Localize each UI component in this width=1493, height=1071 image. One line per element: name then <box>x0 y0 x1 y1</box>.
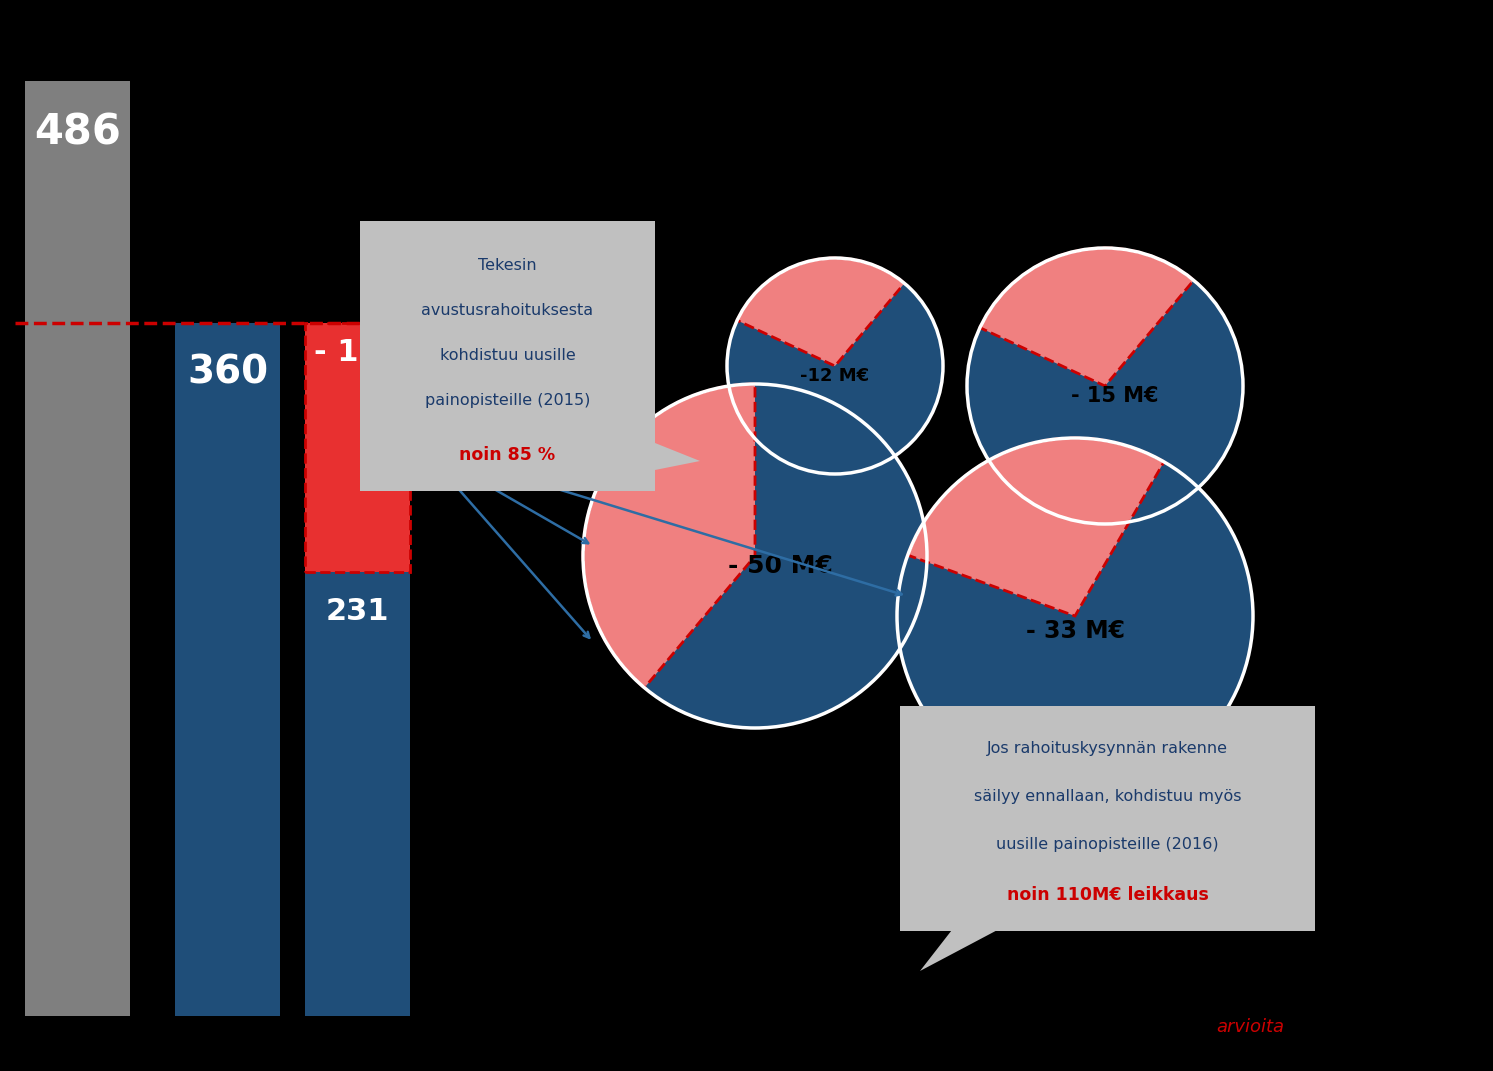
Text: 231: 231 <box>325 597 390 625</box>
Polygon shape <box>649 441 700 471</box>
Text: kohdistuu uusille: kohdistuu uusille <box>439 348 575 363</box>
Text: - 33 M€: - 33 M€ <box>1026 619 1124 643</box>
Bar <box>305 572 411 1016</box>
Text: noin 110M€ leikkaus: noin 110M€ leikkaus <box>1006 886 1208 904</box>
Bar <box>305 323 411 572</box>
Text: 360: 360 <box>187 353 269 391</box>
Text: 486: 486 <box>34 111 121 153</box>
Wedge shape <box>979 248 1194 386</box>
Text: Jos rahoituskysynnän rakenne: Jos rahoituskysynnän rakenne <box>987 741 1229 756</box>
Circle shape <box>582 384 927 728</box>
Text: Tekesin: Tekesin <box>478 258 537 273</box>
Circle shape <box>967 248 1244 524</box>
FancyBboxPatch shape <box>900 706 1315 931</box>
Text: - 15 M€: - 15 M€ <box>1072 386 1159 406</box>
Text: noin 85 %: noin 85 % <box>460 446 555 464</box>
Bar <box>175 323 281 1016</box>
Bar <box>305 323 411 572</box>
Wedge shape <box>908 438 1165 616</box>
Polygon shape <box>920 926 1005 971</box>
Text: - 50 M€: - 50 M€ <box>727 554 833 578</box>
Wedge shape <box>738 258 905 366</box>
Text: uusille painopisteille (2016): uusille painopisteille (2016) <box>996 838 1218 853</box>
Bar <box>25 81 130 1016</box>
Circle shape <box>727 258 944 474</box>
Text: säilyy ennallaan, kohdistuu myös: säilyy ennallaan, kohdistuu myös <box>973 789 1241 804</box>
Text: painopisteille (2015): painopisteille (2015) <box>426 393 590 408</box>
Text: arvioita: arvioita <box>1215 1019 1284 1036</box>
Text: - 129: - 129 <box>314 338 402 367</box>
Wedge shape <box>582 384 755 688</box>
Circle shape <box>897 438 1253 794</box>
FancyBboxPatch shape <box>360 221 655 491</box>
Text: avustusrahoituksesta: avustusrahoituksesta <box>421 303 594 318</box>
Text: -12 M€: -12 M€ <box>800 367 869 384</box>
